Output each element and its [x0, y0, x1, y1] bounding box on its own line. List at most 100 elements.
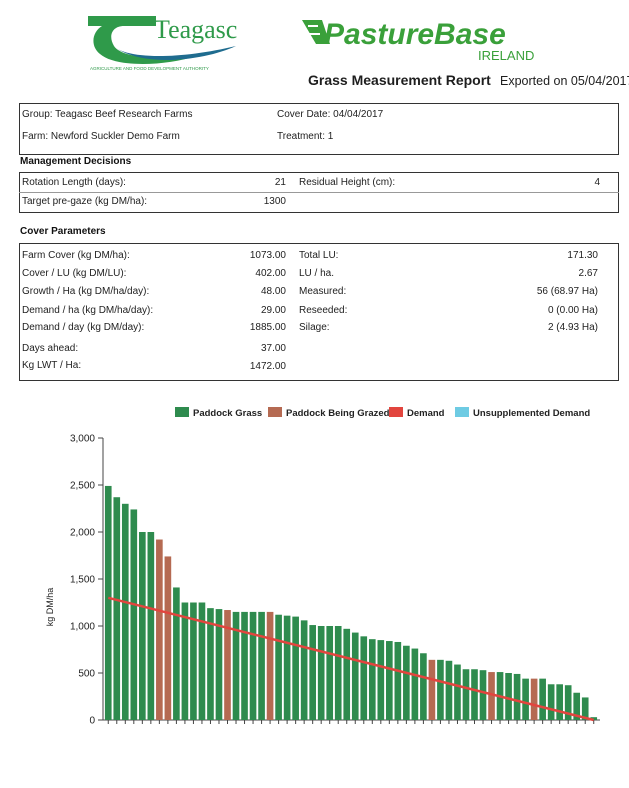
- bar-paddock-grass: [104, 485, 112, 720]
- bar-paddock-grass: [317, 626, 325, 720]
- bar-paddock-grass: [573, 692, 581, 720]
- farm-cover-value: 1073.00: [249, 250, 286, 261]
- bar-paddock-grass: [437, 659, 444, 720]
- farm-label: Farm: Newford Suckler Demo Farm: [22, 131, 180, 142]
- bar-paddock-being-grazed: [224, 610, 231, 720]
- bar-paddock-being-grazed: [156, 539, 163, 720]
- bar-paddock-grass: [326, 626, 334, 720]
- bar-paddock-grass: [445, 660, 453, 720]
- farm-cover-label: Farm Cover (kg DM/ha):: [22, 250, 130, 261]
- bar-paddock-grass: [198, 602, 206, 720]
- pasturebase-logo: PastureBase IRELAND: [302, 18, 534, 63]
- cover-date-label: Cover Date: 04/04/2017: [277, 109, 384, 120]
- cover-lu-label: Cover / LU (kg DM/LU):: [22, 268, 127, 279]
- bar-paddock-grass: [513, 673, 521, 720]
- y-tick-label: 1,000: [70, 622, 95, 633]
- growth-label: Growth / Ha (kg DM/ha/day):: [22, 286, 150, 297]
- rotation-value: 21: [274, 177, 286, 188]
- measured-label: Measured:: [299, 286, 347, 297]
- bar-paddock-grass: [113, 497, 121, 720]
- bar-paddock-grass: [139, 532, 146, 720]
- cover-lu-value: 402.00: [255, 268, 286, 279]
- bar-paddock-grass: [351, 632, 359, 720]
- bar-paddock-grass: [556, 684, 563, 720]
- management-heading: Management Decisions: [20, 156, 132, 167]
- bar-paddock-grass: [241, 611, 248, 720]
- treatment-label: Treatment: 1: [277, 131, 334, 142]
- bar-paddock-grass: [215, 609, 223, 720]
- total-lu-label: Total LU:: [299, 250, 339, 261]
- report-title: Grass Measurement Report: [308, 72, 491, 88]
- residual-label: Residual Height (cm):: [299, 177, 396, 188]
- bar-paddock-grass: [420, 653, 427, 720]
- bar-paddock-grass: [505, 673, 512, 720]
- bar-paddock-grass: [360, 636, 368, 720]
- bar-paddock-grass: [368, 639, 376, 720]
- y-tick-label: 3,000: [70, 434, 95, 445]
- bar-paddock-grass: [300, 620, 308, 720]
- pasturebase-ireland: IRELAND: [478, 48, 534, 63]
- lu-ha-label: LU / ha.: [299, 268, 335, 279]
- total-lu-value: 171.30: [567, 250, 598, 261]
- y-tick-label: 2,500: [70, 481, 95, 492]
- bar-paddock-grass: [479, 670, 487, 720]
- legend-paddock-being-grazed: Paddock Being Grazed: [286, 408, 390, 419]
- y-tick-label: 1,500: [70, 575, 95, 586]
- bar-paddock-grass: [232, 611, 240, 720]
- bar-paddock-grass: [377, 640, 385, 720]
- y-tick-label: 0: [89, 716, 95, 727]
- y-axis-label: kg DM/ha: [45, 588, 55, 627]
- growth-value: 48.00: [260, 286, 286, 297]
- demand-day-value: 1885.00: [249, 322, 286, 333]
- bar-paddock-being-grazed: [266, 611, 274, 720]
- bar-paddock-grass: [334, 626, 342, 720]
- teagasc-logo-text: Teagasc: [154, 15, 237, 44]
- bar-paddock-grass: [564, 685, 572, 720]
- bar-paddock-grass: [471, 669, 478, 720]
- legend-paddock-grass: Paddock Grass: [193, 408, 262, 419]
- bar-paddock-grass: [283, 615, 291, 720]
- bar-paddock-grass: [454, 664, 461, 720]
- days-ahead-label: Days ahead:: [22, 343, 79, 354]
- bar-paddock-grass: [190, 602, 197, 720]
- teagasc-tagline: AGRICULTURE AND FOOD DEVELOPMENT AUTHORI…: [90, 66, 209, 71]
- bar-paddock-grass: [547, 684, 555, 720]
- group-label: Group: Teagasc Beef Research Farms: [22, 109, 193, 120]
- cover-box: [19, 243, 619, 381]
- teagasc-logo: Teagasc AGRICULTURE AND FOOD DEVELOPMENT…: [88, 15, 237, 71]
- bar-paddock-grass: [258, 611, 265, 720]
- target-label: Target pre-gaze (kg DM/ha):: [22, 196, 148, 207]
- lu-ha-value: 2.67: [578, 268, 598, 279]
- cover-heading: Cover Parameters: [20, 226, 106, 237]
- silage-value: 2 (4.93 Ha): [547, 322, 598, 333]
- y-tick-label: 2,000: [70, 528, 95, 539]
- demand-line: [107, 596, 595, 722]
- reseeded-label: Reseeded:: [299, 305, 348, 316]
- bar-paddock-grass: [130, 509, 138, 720]
- bar-paddock-grass: [386, 641, 393, 720]
- legend-swatch-paddock-grass: [175, 407, 189, 417]
- bar-paddock-grass: [173, 587, 180, 720]
- chart-legend: Paddock Grass Paddock Being Grazed Deman…: [175, 407, 590, 419]
- bar-paddock-grass: [394, 641, 402, 720]
- bar-paddock-grass: [581, 697, 589, 720]
- bar-paddock-grass: [181, 602, 189, 720]
- bar-paddock-grass: [292, 616, 299, 720]
- bar-paddock-being-grazed: [428, 659, 436, 720]
- pasturebase-logo-text: PastureBase: [324, 18, 506, 51]
- legend-demand: Demand: [407, 408, 445, 419]
- bar-paddock-grass: [590, 717, 598, 720]
- bar-paddock-grass: [121, 503, 129, 720]
- days-ahead-value: 37.00: [260, 343, 286, 354]
- bar-paddock-grass: [411, 648, 419, 720]
- bar-paddock-grass: [522, 678, 529, 720]
- kg-lwt-value: 1472.00: [249, 361, 286, 372]
- bar-paddock-grass: [147, 532, 155, 720]
- target-value: 1300: [263, 196, 286, 207]
- bar-paddock-being-grazed: [164, 556, 172, 720]
- y-tick-label: 500: [78, 669, 95, 680]
- silage-label: Silage:: [299, 322, 330, 333]
- bar-paddock-being-grazed: [530, 678, 538, 720]
- residual-value: 4: [594, 177, 600, 188]
- kg-lwt-label: Kg LWT / Ha:: [22, 360, 82, 371]
